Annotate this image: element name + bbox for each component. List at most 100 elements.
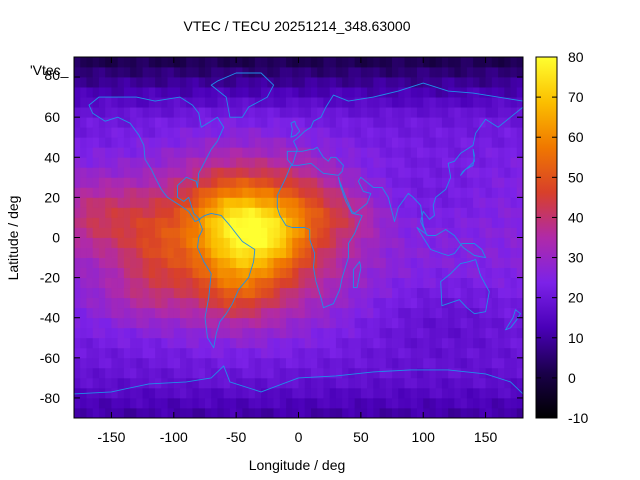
heatmap-cell [211,237,218,248]
heatmap-cell [286,337,293,349]
heatmap-cell [516,137,524,148]
heatmap-cell [279,297,287,309]
heatmap-cell [173,247,181,258]
heatmap-cell [192,77,200,88]
heatmap-cell [454,57,462,68]
heatmap-cell [348,77,356,88]
heatmap-cell [498,397,505,409]
heatmap-cell [354,127,362,138]
heatmap-cell [92,287,100,299]
heatmap-cell [485,297,493,309]
heatmap-cell [410,127,418,138]
heatmap-cell [460,387,468,399]
heatmap-cell [74,337,81,349]
heatmap-cell [354,117,362,128]
heatmap-cell [504,177,511,188]
heatmap-cell [267,147,274,158]
heatmap-cell [454,237,462,248]
heatmap-cell [161,327,168,339]
heatmap-cell [242,157,250,168]
heatmap-cell [498,377,505,389]
heatmap-cell [448,197,455,208]
heatmap-cell [117,197,125,208]
heatmap-cell [80,77,87,88]
heatmap-cell [479,127,486,138]
heatmap-cell [354,297,362,309]
heatmap-cell [98,327,106,339]
heatmap-cell [155,187,162,198]
heatmap-cell [323,117,331,128]
heatmap-cell [236,377,243,389]
heatmap-cell [423,247,430,258]
heatmap-cell [454,217,462,228]
heatmap-cell [186,217,193,228]
heatmap-cell [86,287,94,299]
heatmap-cell [198,297,206,309]
heatmap-cell [491,347,499,359]
heatmap-cell [310,107,318,118]
heatmap-cell [248,107,256,118]
heatmap-cell [423,317,430,329]
heatmap-cell [198,167,206,178]
heatmap-cell [261,207,268,218]
y-tick-label-80: 80 [44,67,60,83]
heatmap-cell [236,127,243,138]
heatmap-cell [192,287,200,299]
heatmap-cell [460,397,468,409]
heatmap-cell [242,137,250,148]
heatmap-cell [466,397,474,409]
heatmap-cell [317,347,324,359]
heatmap-cell [392,367,399,379]
heatmap-cell [242,377,250,389]
x-axis-label: Longitude / deg [249,457,346,473]
heatmap-cell [423,187,430,198]
heatmap-cell [167,247,175,258]
heatmap-cell [491,367,499,379]
heatmap-cell [416,67,424,78]
heatmap-cell [254,397,262,409]
heatmap-cell [98,67,106,78]
heatmap-cell [485,327,493,339]
heatmap-cell [130,107,137,118]
heatmap-cell [379,297,387,309]
heatmap-cell [192,347,200,359]
heatmap-cell [323,77,331,88]
heatmap-cell [454,137,462,148]
heatmap-cell [379,257,387,268]
heatmap-cell [317,57,324,68]
heatmap-cell [304,167,312,178]
heatmap-cell [98,257,106,268]
heatmap-cell [198,127,206,138]
heatmap-cell [229,107,237,118]
heatmap-cell [429,87,437,98]
heatmap-cell [304,77,312,88]
heatmap-cell [367,377,374,389]
heatmap-cell [404,57,412,68]
heatmap-cell [142,407,150,419]
heatmap-cell [348,257,356,268]
heatmap-cell [323,197,331,208]
heatmap-cell [273,317,281,329]
heatmap-cell [429,207,437,218]
heatmap-cell [286,107,293,118]
heatmap-cell [136,187,143,198]
heatmap-cell [373,137,380,148]
heatmap-cell [310,77,318,88]
heatmap-cell [466,177,474,188]
heatmap-cell [323,107,331,118]
heatmap-cell [273,337,281,349]
heatmap-cell [180,157,187,168]
heatmap-cell [92,107,100,118]
heatmap-cell [479,247,486,258]
heatmap-cell [117,147,125,158]
heatmap-cell [473,407,480,419]
heatmap-cell [304,117,312,128]
heatmap-cell [310,347,318,359]
heatmap-cell [485,257,493,268]
heatmap-cell [398,407,405,419]
heatmap-cell [466,277,474,289]
heatmap-cell [367,287,374,299]
heatmap-cell [491,77,499,88]
colorbar-tick-label: 70 [568,89,584,105]
heatmap-cell [435,177,443,188]
